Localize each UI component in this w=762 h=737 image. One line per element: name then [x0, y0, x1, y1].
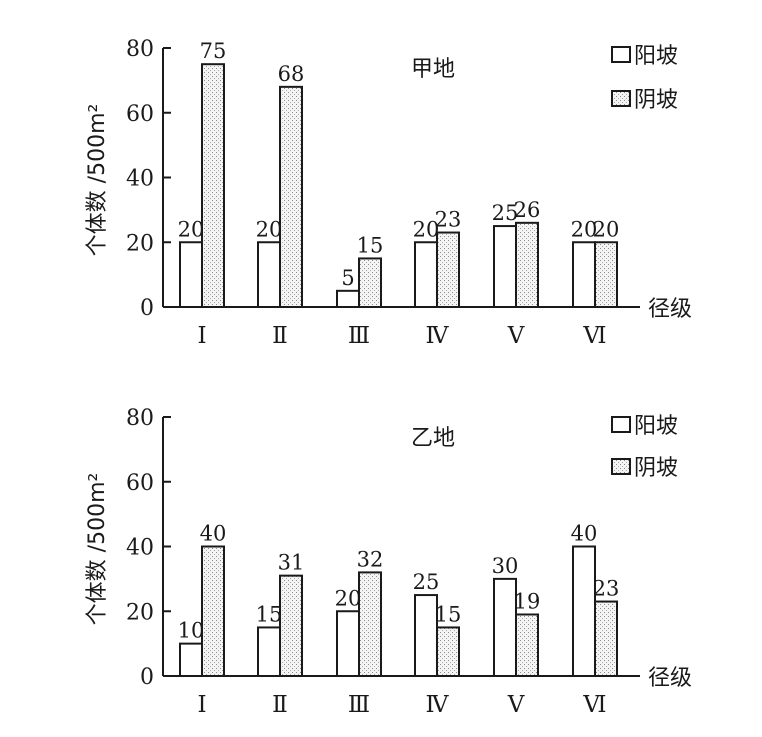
legend-swatch-sunny: [611, 416, 631, 433]
x-tick-label: Ⅱ: [272, 692, 288, 718]
bar-value-label: 26: [514, 198, 541, 222]
y-tick-label: 0: [140, 665, 154, 690]
bar-sunny-slope: [257, 241, 281, 308]
bar-value-label: 25: [413, 570, 440, 594]
bar-shady-slope: [279, 574, 303, 678]
bar-value-label: 23: [435, 208, 462, 232]
bar-value-label: 20: [178, 217, 205, 241]
x-tick-label: Ⅵ: [582, 692, 606, 718]
bar-shady-slope: [594, 600, 618, 677]
bar-shady-slope: [358, 257, 382, 308]
bar-sunny-slope: [257, 626, 281, 677]
bar-sunny-slope: [179, 241, 203, 308]
bar-value-label: 30: [492, 554, 519, 578]
bar-sunny-slope: [572, 545, 596, 677]
x-tick-label: Ⅴ: [507, 692, 525, 718]
x-tick-label: Ⅰ: [197, 323, 206, 349]
bar-sunny-slope: [336, 610, 360, 677]
bar-value-label: 75: [200, 39, 227, 63]
x-tick-label: Ⅳ: [426, 323, 450, 349]
x-ticks: Ⅰ Ⅱ Ⅲ Ⅳ Ⅴ Ⅵ: [197, 323, 606, 349]
bar-shady-slope: [201, 545, 225, 677]
y-ticks: 0 20 40 60 80: [126, 406, 171, 690]
chart-title: 乙地: [411, 426, 455, 451]
y-tick-label: 60: [126, 102, 154, 127]
bar-shady-slope: [594, 241, 618, 308]
bar-shady-slope: [201, 63, 225, 308]
y-axis-label: 个体数 /500m²: [85, 104, 110, 257]
bar-value-label: 15: [357, 233, 384, 257]
bar-sunny-slope: [572, 241, 596, 308]
legend-label-shady: 阴坡: [634, 88, 678, 113]
bar-value-label: 40: [571, 522, 598, 546]
y-tick-label: 20: [126, 600, 154, 625]
bar-sunny-slope: [179, 642, 203, 677]
y-ticks: 0 20 40 60 80: [126, 37, 171, 321]
bar-value-label: 40: [200, 522, 227, 546]
x-tick-label: Ⅲ: [348, 323, 370, 349]
x-axis-label: 径级: [648, 666, 692, 691]
x-tick-label: Ⅰ: [197, 692, 206, 718]
bar-sunny-slope: [493, 225, 517, 308]
bar-sunny-slope: [414, 241, 438, 308]
bar-value-label: 15: [435, 602, 462, 626]
bar-value-label: 68: [278, 62, 305, 86]
bar-value-label: 10: [178, 619, 205, 643]
y-tick-label: 0: [140, 296, 154, 321]
legend-swatch-sunny: [611, 46, 631, 63]
bar-value-label: 20: [593, 217, 620, 241]
x-tick-label: Ⅱ: [272, 323, 288, 349]
chart-panel-yi: 10 15 20 25 30 40 40 31 32 15 19 23 0 20 40 60 80 Ⅰ Ⅱ Ⅲ Ⅳ Ⅴ…: [85, 406, 692, 718]
x-tick-label: Ⅳ: [426, 692, 450, 718]
y-tick-label: 80: [126, 37, 154, 62]
legend: 阳坡 阴坡: [611, 414, 678, 481]
y-tick-label: 20: [126, 231, 154, 256]
x-tick-label: Ⅴ: [507, 323, 525, 349]
bar-value-label: 32: [357, 547, 384, 571]
legend-label-shady: 阴坡: [634, 456, 678, 481]
bar-value-label: 20: [256, 217, 283, 241]
bar-shady-slope: [436, 626, 460, 677]
bar-value-label: 15: [256, 602, 283, 626]
y-axis-label: 个体数 /500m²: [85, 473, 110, 626]
x-ticks: Ⅰ Ⅱ Ⅲ Ⅳ Ⅴ Ⅵ: [197, 692, 606, 718]
legend-label-sunny: 阳坡: [634, 414, 678, 439]
bar-value-label: 23: [593, 577, 620, 601]
legend: 阳坡 阴坡: [611, 44, 678, 113]
bar-value-label: 20: [335, 586, 362, 610]
bars-group: 10 15 20 25 30 40 40 31 32 15 19 23: [178, 522, 620, 678]
chart-title: 甲地: [411, 57, 455, 82]
x-tick-label: Ⅵ: [582, 323, 606, 349]
bar-value-label: 19: [514, 589, 541, 613]
bar-shady-slope: [358, 571, 382, 678]
bar-value-label: 5: [341, 266, 354, 290]
bar-value-label: 31: [278, 551, 305, 575]
bar-shady-slope: [515, 613, 539, 677]
bar-shady-slope: [515, 221, 539, 308]
bar-value-label: 20: [413, 217, 440, 241]
bar-shady-slope: [279, 85, 303, 308]
x-tick-label: Ⅲ: [348, 692, 370, 718]
legend-swatch-shady: [611, 90, 631, 107]
bar-sunny-slope: [336, 289, 360, 308]
y-tick-label: 80: [126, 406, 154, 431]
bar-value-label: 20: [571, 217, 598, 241]
y-tick-label: 40: [126, 167, 154, 192]
y-tick-label: 60: [126, 471, 154, 496]
bar-value-label: 25: [492, 201, 519, 225]
legend-swatch-shady: [611, 458, 631, 475]
legend-label-sunny: 阳坡: [634, 44, 678, 69]
y-tick-label: 40: [126, 536, 154, 561]
bar-shady-slope: [436, 231, 460, 309]
x-axis-label: 径级: [648, 297, 692, 322]
